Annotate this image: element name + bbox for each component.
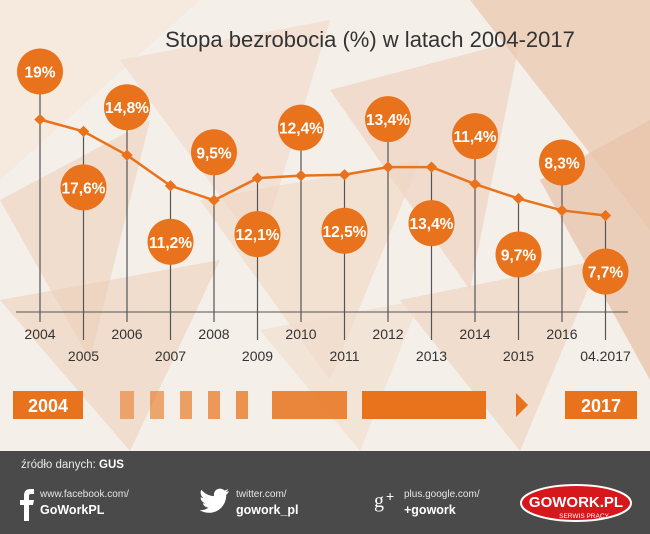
svg-text:g: g: [374, 490, 384, 512]
data-label: 12,4%: [279, 121, 323, 138]
timeline-end-label: 2017: [581, 396, 621, 416]
data-source-label: źródło danych:: [21, 459, 96, 471]
value-bubble: [495, 231, 542, 278]
data-point: [469, 178, 481, 190]
x-tick-label: 2007: [155, 348, 186, 364]
value-bubble: [408, 200, 455, 247]
timeline-start-label: 2004: [28, 396, 68, 416]
data-point: [338, 169, 351, 181]
facebook-icon: [20, 489, 34, 521]
value-bubble: [17, 48, 63, 95]
twitter-handle: gowork_pl: [236, 503, 299, 517]
timeline-bar: 2004 2017: [13, 391, 637, 419]
timeline-start-box: [13, 391, 83, 419]
svg-text:+: +: [386, 488, 394, 504]
facebook-handle: GoWorkPL: [40, 503, 105, 517]
data-label: 7,7%: [588, 265, 624, 282]
data-label: 13,4%: [410, 216, 454, 233]
data-point: [164, 180, 177, 192]
chart-svg: Stopa bezrobocia (%) w latach 2004-2017 …: [13, 27, 637, 419]
value-bubble: [321, 207, 368, 254]
twitter-icon: [200, 488, 229, 513]
value-bubble: [452, 113, 498, 160]
data-source-value: GUS: [99, 459, 124, 471]
data-point: [77, 125, 90, 138]
x-tick-label: 2011: [329, 348, 359, 364]
x-tick-label: 2016: [546, 326, 577, 342]
data-label: 12,1%: [236, 227, 280, 244]
data-point: [512, 192, 525, 205]
data-label: 9,5%: [196, 145, 232, 162]
x-tick-label: 2014: [459, 326, 490, 342]
value-bubble: [147, 218, 194, 265]
timeline-segment: [272, 391, 347, 419]
timeline-segment: [180, 391, 192, 419]
x-tick-label: 2006: [111, 326, 142, 342]
data-label: 11,4%: [453, 129, 496, 146]
data-label: 13,4%: [366, 112, 410, 129]
gowork-logo-text: GOWORK.PL: [529, 494, 623, 511]
data-point: [425, 161, 438, 173]
x-tick-label: 2008: [198, 326, 229, 342]
value-bubble: [191, 129, 237, 176]
background-pattern: [0, 0, 650, 451]
data-point: [556, 204, 568, 217]
timeline-segment: [362, 391, 486, 419]
footer: źródło danych: GUS www.facebook.com/ GoW…: [0, 451, 650, 534]
timeline-segment: [236, 391, 248, 419]
google-plus-icon: g +: [374, 488, 394, 512]
value-bubble: [60, 164, 107, 211]
data-point: [382, 161, 394, 173]
data-label: 19%: [24, 65, 55, 82]
data-label: 14,8%: [105, 100, 149, 117]
x-tick-label: 04.2017: [580, 348, 631, 364]
data-label: 9,7%: [501, 248, 537, 265]
timeline-end-box: [565, 391, 637, 419]
x-tick-label: 2005: [68, 348, 99, 364]
data-point: [251, 172, 264, 184]
x-tick-label: 2010: [285, 326, 316, 342]
chart-title: Stopa bezrobocia (%) w latach 2004-2017: [165, 27, 575, 52]
data-label: 8,3%: [544, 155, 580, 172]
data-label: 17,6%: [62, 180, 106, 197]
data-point: [599, 209, 612, 222]
value-bubble: [278, 104, 324, 151]
data-label: 11,2%: [149, 235, 192, 252]
value-bubble: [234, 211, 281, 258]
data-point: [208, 194, 220, 206]
twitter-url: twitter.com/: [236, 489, 287, 500]
data-label: 12,5%: [323, 224, 367, 241]
google-plus-url: plus.google.com/: [404, 489, 480, 500]
value-bubble: [539, 139, 585, 186]
data-point: [34, 113, 46, 126]
facebook-url: www.facebook.com/: [40, 489, 129, 500]
google-plus-handle: +gowork: [404, 503, 456, 517]
value-bubble: [582, 248, 629, 295]
gowork-logo[interactable]: GOWORK.PL SERWIS PRACY: [520, 484, 632, 524]
series-line: [39, 118, 606, 217]
timeline-segment: [208, 391, 220, 419]
value-bubble: [104, 84, 150, 131]
x-tick-label: 2015: [503, 348, 534, 364]
data-source: źródło danych: GUS: [21, 459, 124, 471]
value-bubble: [365, 96, 411, 143]
x-tick-label: 2009: [242, 348, 273, 364]
x-tick-label: 2012: [372, 326, 403, 342]
timeline-segment: [150, 391, 164, 419]
gowork-logo-subtitle: SERWIS PRACY: [559, 513, 609, 520]
timeline-arrow-icon: [516, 393, 528, 417]
data-point: [295, 169, 307, 182]
timeline-segment: [120, 391, 134, 419]
x-tick-label: 2013: [416, 348, 447, 364]
x-tick-label: 2004: [24, 326, 55, 342]
